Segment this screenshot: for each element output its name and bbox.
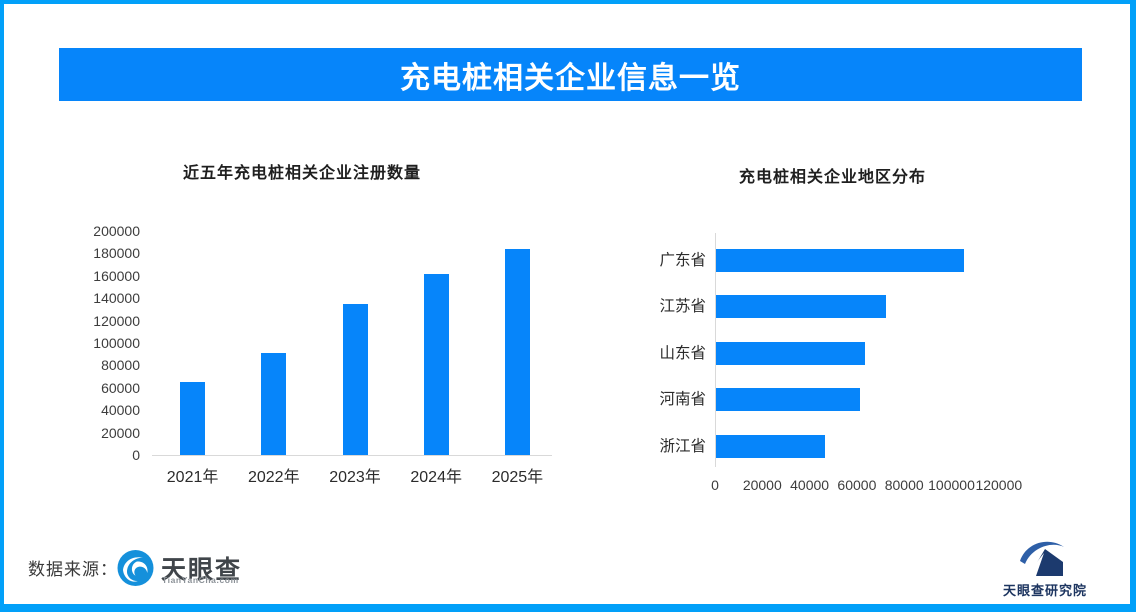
tianyancha-institute-logo-icon [1020, 541, 1064, 576]
bar-江苏省 [716, 295, 887, 319]
bar-浙江省 [716, 434, 825, 458]
region-chart-title: 充电桩相关企业地区分布 [739, 169, 927, 186]
x-axis-tick-label: 80000 [884, 477, 924, 493]
x-axis-category-label: 2025年 [491, 469, 544, 486]
registration-chart-title: 近五年充电桩相关企业注册数量 [183, 165, 422, 182]
data-source-label: 数据来源： [28, 560, 118, 579]
tianyancha-eye-logo-icon [117, 550, 154, 586]
y-axis-line [715, 233, 716, 467]
x-axis-tick-label: 60000 [837, 477, 877, 493]
x-axis-category-label: 2024年 [410, 469, 462, 486]
bar-河南省 [716, 388, 861, 412]
y-axis-tick-label: 40000 [101, 402, 140, 419]
x-axis-category-label: 2022年 [247, 469, 300, 486]
page-border-top [0, 0, 1136, 4]
x-axis-tick-label: 100000 [928, 477, 975, 493]
page-title: 充电桩相关企业信息一览 [400, 61, 741, 95]
y-axis-tick-label: 80000 [101, 357, 140, 374]
bar-2023年 [342, 303, 368, 455]
y-axis-tick-label: 120000 [93, 312, 140, 329]
page-border-right [1130, 0, 1136, 612]
bar-2021年 [180, 382, 206, 455]
y-axis-tick-label: 160000 [93, 267, 140, 284]
bar-广东省 [716, 249, 965, 272]
title-banner: 充电桩相关企业信息一览 [59, 48, 1082, 101]
x-axis-category-label: 2023年 [329, 469, 381, 486]
y-axis-tick-label: 180000 [93, 245, 140, 262]
x-axis-tick-label: 40000 [790, 477, 830, 493]
y-axis-tick-label: 200000 [93, 223, 140, 239]
bar-2024年 [423, 273, 449, 455]
x-axis-tick-label: 20000 [742, 477, 782, 493]
y-axis-tick-label: 100000 [93, 335, 140, 351]
x-axis-category-label: 2021年 [166, 469, 219, 486]
bar-山东省 [716, 341, 865, 365]
y-axis-tick-label: 60000 [101, 379, 140, 396]
y-axis-tick-label: 20000 [101, 424, 140, 441]
x-axis-tick-label: 0 [711, 477, 719, 493]
bar-2022年 [261, 353, 287, 455]
bar-2025年 [504, 248, 530, 455]
institute-name-text: 天眼查研究院 [1002, 583, 1087, 598]
y-axis-tick-label: 140000 [93, 290, 140, 307]
x-axis-line [152, 455, 552, 456]
x-axis-tick-label: 120000 [975, 477, 1023, 493]
category-label-浙江省: 浙江省 [659, 437, 706, 455]
page-border-left [0, 0, 4, 612]
category-label-江苏省: 江苏省 [659, 298, 706, 316]
category-label-山东省: 山东省 [659, 344, 706, 362]
tianyancha-domain-text: TianYanCha.com [162, 575, 239, 585]
page-border-bottom [0, 604, 1136, 612]
tianyancha-logo-text: 天眼查 [161, 556, 243, 584]
category-label-广东省: 广东省 [659, 252, 706, 269]
category-label-河南省: 河南省 [659, 391, 706, 409]
y-axis-tick-label: 0 [132, 447, 140, 463]
